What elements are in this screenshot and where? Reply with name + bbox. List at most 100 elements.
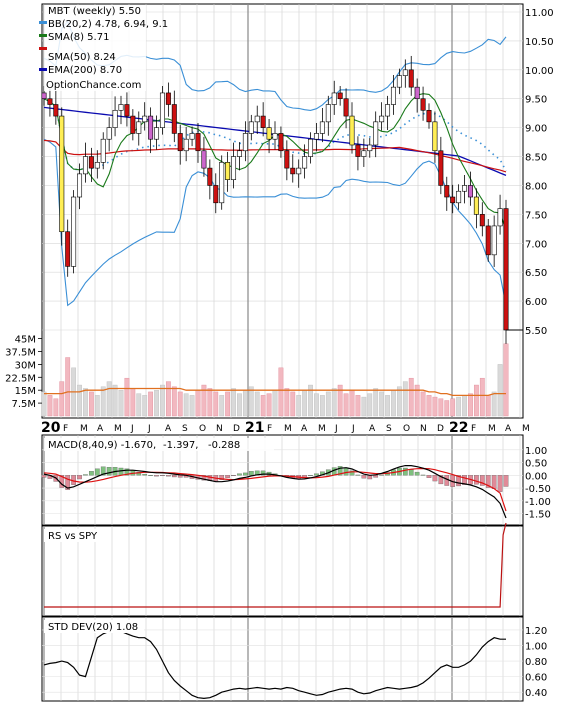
volume-bar: [177, 391, 183, 417]
candle-body: [456, 190, 462, 204]
candle-body: [497, 208, 503, 227]
macd-tick-label: -1.00: [525, 497, 551, 508]
month-label: 20: [41, 420, 61, 436]
month-label: A: [301, 424, 308, 434]
macd-hist-bar: [100, 466, 106, 476]
macd-hist-bar: [219, 475, 225, 480]
volume-bar: [296, 395, 302, 417]
month-label: J: [130, 424, 134, 434]
candle-body: [331, 92, 337, 105]
volume-ma-line: [44, 387, 506, 397]
candle-body: [136, 121, 142, 134]
candle-body: [373, 121, 379, 146]
macd-tick-label: 1.00: [525, 446, 547, 457]
volume-bar: [219, 395, 225, 417]
price-axis: 11.00 10.50 10.00 9.50 9.00 8.50 8.00 7.50 7.00 6…: [506, 8, 554, 337]
macd-hist-bar: [231, 475, 236, 476]
volume-bar: [254, 391, 260, 417]
candle-body: [159, 92, 165, 128]
macd-hist-bar: [243, 472, 248, 476]
macd-hist-bar: [503, 475, 509, 487]
candle-body: [77, 173, 83, 198]
macd-hist-bar: [106, 467, 112, 476]
candle-body: [319, 121, 325, 134]
month-label: D: [233, 424, 240, 434]
month-label: A: [165, 424, 172, 434]
legend-swatch-sma8: [39, 34, 47, 37]
macd-hist-bar: [361, 475, 367, 479]
volume-bar: [355, 395, 361, 417]
volume-bar: [349, 390, 355, 417]
volume-bar: [337, 384, 343, 417]
macd-hist-bar: [237, 473, 242, 476]
candle-body: [82, 156, 88, 175]
volume-bar: [272, 390, 278, 417]
site-name: OptionChance.com: [46, 80, 141, 91]
month-label: J: [147, 424, 151, 434]
volume-bar: [106, 381, 112, 417]
volume-bar: [361, 396, 367, 417]
price-tick-label: 8.00: [525, 181, 547, 192]
price-tick-label: 7.00: [525, 239, 547, 250]
rs-panel-frame: [41, 525, 524, 617]
candle-body: [130, 115, 136, 134]
candle-body: [53, 104, 59, 117]
month-label: M: [318, 424, 326, 434]
month-label: F: [267, 424, 272, 434]
price-tick-label: 9.50: [525, 95, 547, 106]
macd-hist-bar: [379, 474, 384, 476]
candle-body: [337, 92, 343, 100]
volume-bar: [77, 384, 82, 417]
legend-swatch-ema200: [39, 68, 47, 71]
candle-body: [59, 115, 65, 233]
macd-hist-bar: [414, 471, 420, 476]
candle-body: [231, 156, 237, 180]
stddev-tick-label: 0.80: [525, 657, 547, 668]
candle-body: [165, 92, 171, 105]
candle-body: [236, 150, 242, 157]
macd-hist-bar: [142, 473, 148, 476]
volume-bar: [41, 391, 47, 417]
volume-bar: [491, 391, 497, 417]
candle-body: [426, 109, 432, 123]
month-label: 21: [245, 420, 264, 436]
candle-body: [414, 86, 420, 100]
month-label: M: [488, 424, 496, 434]
macd-hist-bar: [479, 475, 485, 486]
macd-hist-bar: [438, 475, 444, 485]
volume-bar: [237, 393, 242, 417]
candle-body: [485, 225, 491, 256]
volume-bar: [130, 388, 136, 417]
candle-body: [503, 208, 509, 331]
volume-bar: [207, 388, 213, 417]
volume-tick-label: 22.5M: [5, 373, 36, 384]
legend-swatch-sma50: [39, 47, 47, 50]
candle-body: [260, 115, 266, 128]
volume-bar: [88, 391, 94, 417]
macd-hist-bar: [89, 471, 94, 476]
volume-bar: [367, 393, 373, 417]
macd-hist-bar: [124, 468, 130, 476]
volume-bar: [165, 381, 171, 417]
volume-bar: [189, 395, 195, 417]
volume-bar: [142, 395, 148, 417]
legend-bb: BB(20,2) 4.78, 6.94, 9.1: [48, 19, 168, 30]
macd-hist-bar: [337, 466, 343, 476]
volume-bar: [231, 388, 236, 417]
volume-tick-label: 45M: [15, 335, 36, 346]
candle-body: [100, 138, 106, 163]
rs-line: [44, 522, 507, 608]
volume-bars: [41, 343, 509, 417]
candle-body: [248, 121, 254, 134]
candle-body: [242, 133, 248, 152]
macd-hist-bar: [462, 475, 467, 485]
macd-hist-bar: [148, 475, 153, 476]
price-tick-label: 10.00: [525, 66, 554, 77]
candle-body: [432, 121, 438, 152]
volume-bar: [302, 390, 308, 417]
macd-hist-bar: [432, 475, 438, 482]
candle-body: [124, 104, 130, 117]
volume-bar: [290, 391, 296, 417]
macd-hist-bar: [136, 471, 142, 476]
volume-bar: [160, 384, 165, 417]
